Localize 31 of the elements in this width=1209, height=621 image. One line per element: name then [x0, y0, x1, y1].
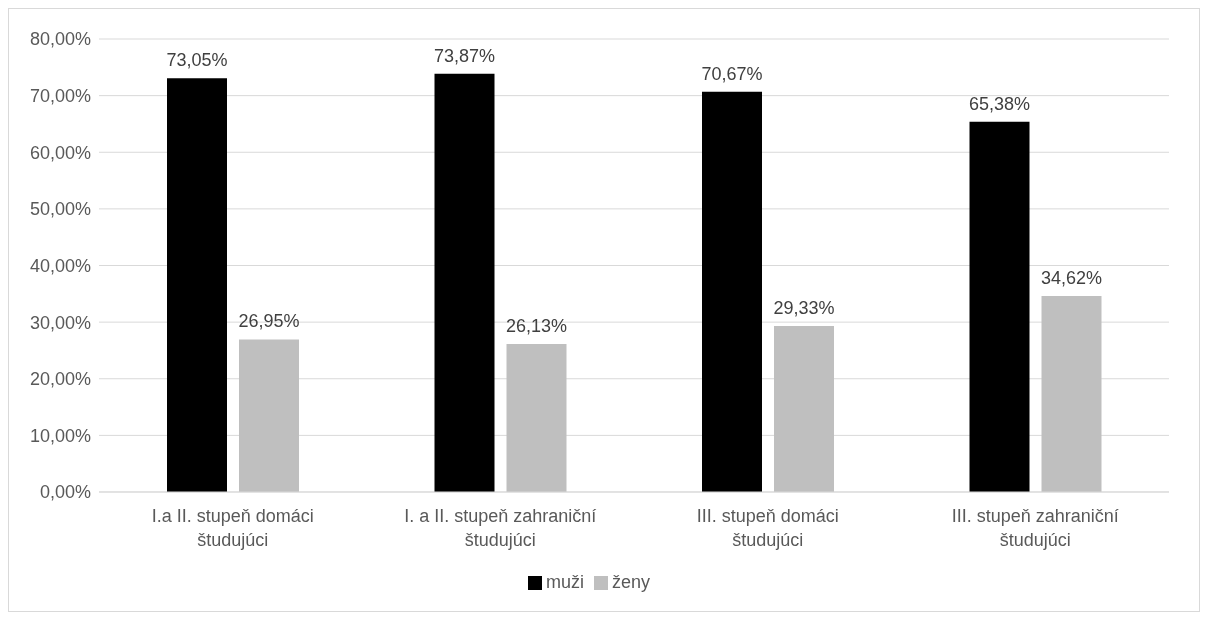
y-tick-label: 50,00%: [29, 199, 91, 220]
y-tick-label: 10,00%: [29, 425, 91, 446]
y-tick-label: 80,00%: [29, 29, 91, 50]
y-tick-label: 20,00%: [29, 369, 91, 390]
bar: [969, 121, 1030, 492]
bar: [434, 73, 495, 492]
data-label: 26,13%: [505, 316, 568, 337]
data-label: 70,67%: [701, 63, 763, 84]
y-tick-label: 70,00%: [29, 86, 91, 107]
bar: [1041, 295, 1102, 492]
x-tick-label: III. stupeň domáci študujúci: [696, 506, 839, 550]
bar: [167, 78, 227, 492]
y-tick-label: 30,00%: [29, 312, 91, 333]
bar: [774, 325, 834, 492]
x-tick-label: I.a II. stupeň domáci študujúci: [151, 506, 314, 550]
y-tick-label: 40,00%: [29, 255, 91, 276]
data-label: 65,38%: [968, 93, 1031, 114]
y-tick-label: 0,00%: [39, 482, 91, 503]
x-tick-label: I. a II. stupeň zahraniční študujúci: [404, 506, 597, 550]
bar: [702, 91, 762, 492]
data-label: 73,05%: [166, 50, 228, 71]
bar: [239, 339, 299, 492]
data-label: 29,33%: [773, 297, 835, 318]
data-label: 73,87%: [433, 45, 496, 66]
x-tick-label: III. stupeň zahraniční študujúci: [951, 506, 1119, 550]
legend-label: ženy: [611, 572, 651, 592]
data-label: 26,95%: [238, 311, 300, 332]
y-tick-label: 60,00%: [29, 142, 91, 163]
data-label: 34,62%: [1040, 267, 1103, 288]
legend-label: muži: [545, 572, 584, 592]
bar: [506, 344, 567, 492]
